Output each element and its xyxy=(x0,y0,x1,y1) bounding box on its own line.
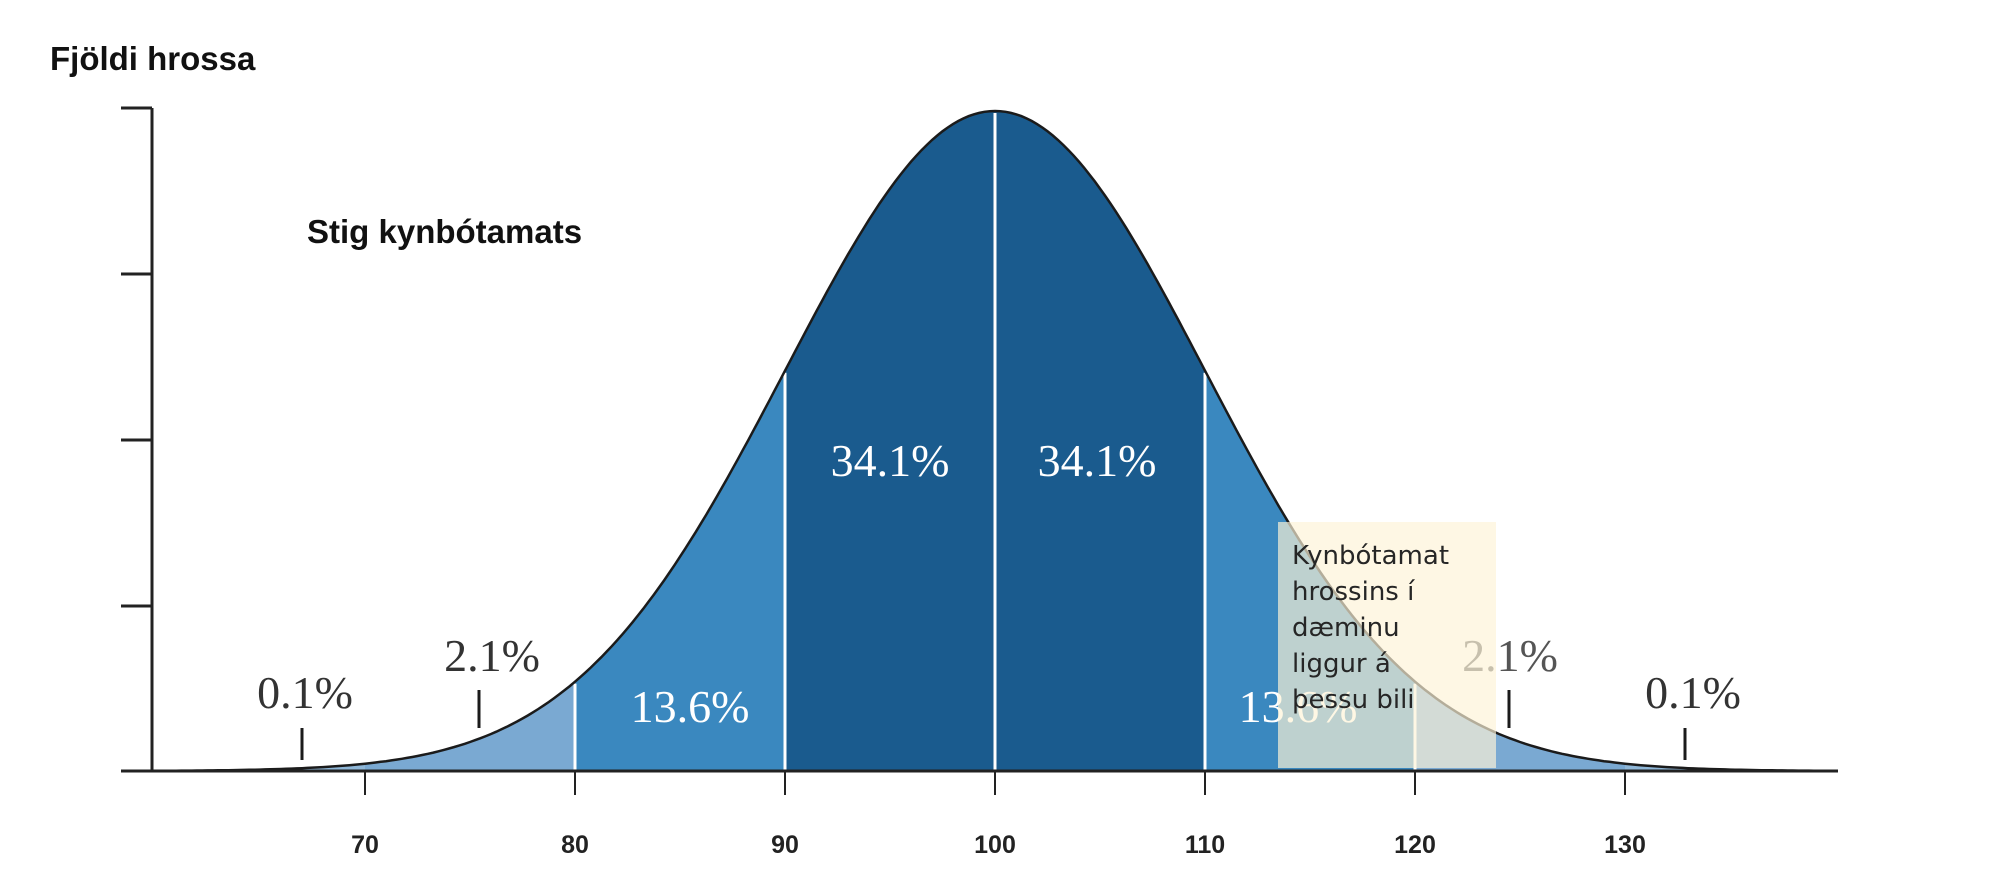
y-axis-label: Fjöldi hrossa xyxy=(50,40,256,77)
distribution-curve xyxy=(155,109,1835,773)
region-1 xyxy=(365,681,575,771)
annotation-line: dæminu xyxy=(1292,613,1400,643)
x-axis-label: Stig kynbótamats xyxy=(307,213,583,250)
percent-label-0: 0.1% xyxy=(257,667,353,718)
percent-label-3: 34.1% xyxy=(831,435,950,486)
percent-label-1: 2.1% xyxy=(444,630,540,681)
region-7 xyxy=(1625,763,1835,771)
region-0 xyxy=(155,763,365,771)
annotation-line: liggur á xyxy=(1292,649,1391,679)
x-tick-label: 70 xyxy=(351,831,379,859)
annotation-line: þessu bili xyxy=(1292,685,1415,715)
x-tick-label: 90 xyxy=(771,831,799,859)
percent-label-4: 34.1% xyxy=(1038,435,1157,486)
x-tick-label: 100 xyxy=(974,831,1016,859)
percent-label-7: 0.1% xyxy=(1645,667,1741,718)
region-3 xyxy=(785,111,995,771)
x-tick-label: 110 xyxy=(1185,831,1225,859)
region-4 xyxy=(995,111,1205,771)
x-tick-label: 130 xyxy=(1604,831,1646,859)
annotation-line: Kynbótamat xyxy=(1292,541,1450,571)
percent-label-2: 13.6% xyxy=(631,681,750,732)
annotation-line: hrossins í xyxy=(1292,577,1415,607)
x-tick-label: 120 xyxy=(1394,831,1436,859)
annotation-box: Kynbótamat hrossins í dæminu liggur á þessu … xyxy=(1278,522,1496,768)
x-tick-label: 80 xyxy=(561,831,589,859)
